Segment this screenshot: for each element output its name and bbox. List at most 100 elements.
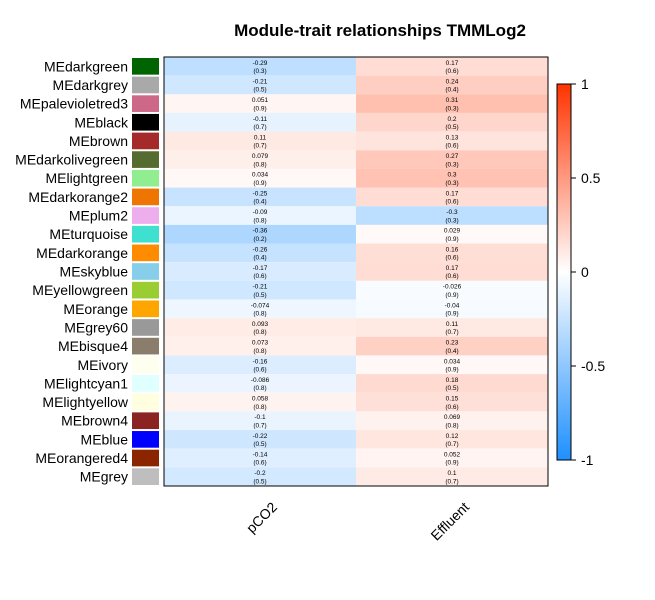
- heatmap-cell: [356, 150, 548, 169]
- heatmap-cell: [356, 243, 548, 263]
- column-label: Effluent: [427, 499, 472, 544]
- cell-correlation-label: -0.2: [254, 470, 266, 477]
- cell-pvalue-label: (0.7): [445, 441, 458, 448]
- row-labels: MEdarkgreen MEdarkgrey MEpalevioletred3 MEb…: [15, 58, 129, 484]
- module-swatch: [132, 468, 159, 485]
- cell-correlation-label: 0.17: [446, 60, 459, 67]
- heatmap-cell: [164, 392, 356, 412]
- heatmap-cell: [356, 392, 548, 412]
- cell-correlation-label: 0.15: [446, 396, 459, 403]
- cell-pvalue-label: (0.9): [445, 311, 458, 318]
- heatmap-cell: [164, 243, 356, 263]
- heatmap-cell: [356, 411, 548, 431]
- heatmap-cell: [356, 336, 548, 356]
- cell-correlation-label: -0.086: [251, 377, 270, 384]
- colorbar-tick-label: 0.5: [581, 170, 601, 186]
- cell-pvalue-label: (0.9): [445, 236, 458, 243]
- cell-correlation-label: -0.17: [253, 265, 268, 272]
- cell-pvalue-label: (0.6): [445, 255, 458, 262]
- cell-correlation-label: -0.22: [253, 433, 268, 440]
- module-swatch: [132, 76, 159, 94]
- cell-correlation-label: 0.24: [446, 78, 459, 85]
- colorbar-tick-label: -0.5: [581, 358, 605, 374]
- colorbar-gradient: [556, 83, 572, 461]
- cell-pvalue-label: (0.8): [253, 161, 266, 168]
- cell-pvalue-label: (0.8): [253, 217, 266, 224]
- row-label: MEturquoise: [49, 226, 128, 242]
- heatmap-cell: [356, 374, 548, 393]
- module-swatch: [132, 393, 159, 411]
- heatmap-cell: [356, 224, 548, 244]
- module-swatch: [132, 58, 159, 75]
- colorbar-tick-label: 1: [581, 76, 589, 92]
- cell-pvalue-label: (0.8): [253, 329, 266, 336]
- cell-correlation-label: 0.051: [252, 97, 269, 104]
- heatmap-cell: [164, 467, 356, 486]
- heatmap-cell: [164, 94, 356, 113]
- row-label: MEpalevioletred3: [20, 96, 128, 112]
- heatmap-cell: [164, 374, 356, 393]
- module-color-swatches: [132, 58, 159, 485]
- module-swatch: [132, 431, 159, 448]
- heatmap-cell: [356, 448, 548, 468]
- heatmap-cell: [164, 131, 356, 151]
- cell-pvalue-label: (0.8): [253, 385, 266, 392]
- cell-pvalue-label: (0.9): [445, 460, 458, 467]
- module-swatch: [132, 95, 159, 112]
- heatmap-cell: [164, 206, 356, 225]
- row-label: MEdarkorange2: [28, 189, 128, 205]
- cell-pvalue-label: (0.7): [445, 478, 458, 485]
- heatmap-cell: [356, 94, 548, 113]
- heatmap-cell: [164, 150, 356, 169]
- cell-pvalue-label: (0.3): [445, 105, 458, 112]
- heatmap-cell: [164, 280, 356, 300]
- cell-pvalue-label: (0.8): [253, 404, 266, 411]
- heatmap-cell: [356, 355, 548, 375]
- cell-pvalue-label: (0.6): [445, 273, 458, 280]
- heatmap-cell: [164, 262, 356, 281]
- row-label: MEbisque4: [58, 338, 128, 354]
- cell-pvalue-label: (0.7): [253, 143, 266, 150]
- row-label: MEskyblue: [60, 264, 129, 280]
- colorbar-tick-label: -1: [581, 452, 594, 468]
- cell-pvalue-label: (0.5): [445, 385, 458, 392]
- module-swatch: [132, 207, 159, 224]
- cell-pvalue-label: (0.5): [253, 87, 266, 94]
- row-label: MEdarkgreen: [44, 58, 128, 74]
- row-label: MEorange: [63, 301, 128, 317]
- cell-correlation-label: -0.09: [253, 209, 268, 216]
- heatmap-cell: [164, 57, 356, 76]
- heatmap-cell: [164, 299, 356, 319]
- module-swatch: [132, 132, 159, 150]
- module-swatch: [132, 375, 159, 392]
- module-swatch: [132, 188, 159, 206]
- colorbar-tick-label: 0: [581, 264, 589, 280]
- module-swatch: [132, 281, 159, 299]
- heatmap-cell: [356, 262, 548, 281]
- row-label: MEdarkorange: [36, 245, 128, 261]
- cell-pvalue-label: (0.7): [253, 422, 266, 429]
- cell-correlation-label: 0.052: [444, 452, 461, 459]
- cell-correlation-label: -0.29: [253, 60, 268, 67]
- cell-correlation-label: -0.11: [253, 116, 268, 123]
- colorbar: 1 0.5 0 -0.5 -1: [556, 76, 605, 468]
- cell-pvalue-label: (0.5): [253, 292, 266, 299]
- heatmap-cell: [356, 280, 548, 300]
- heatmap-cell: [356, 299, 548, 319]
- cell-correlation-label: 0.2: [447, 116, 456, 123]
- column-labels: pCO2 Effluent: [243, 499, 472, 544]
- row-label: MElightcyan1: [44, 375, 128, 391]
- cell-correlation-label: 0.034: [444, 358, 461, 365]
- cell-pvalue-label: (0.2): [253, 236, 266, 243]
- module-swatch: [132, 300, 159, 318]
- cell-pvalue-label: (0.4): [445, 87, 458, 94]
- cell-correlation-label: 0.3: [447, 172, 456, 179]
- row-label: MEgrey60: [64, 319, 128, 335]
- heatmap-cell: [356, 318, 548, 337]
- cell-correlation-label: -0.026: [443, 284, 462, 291]
- heatmap-cell: [356, 467, 548, 486]
- plot-border: [163, 56, 549, 487]
- cell-correlation-label: 0.093: [252, 321, 269, 328]
